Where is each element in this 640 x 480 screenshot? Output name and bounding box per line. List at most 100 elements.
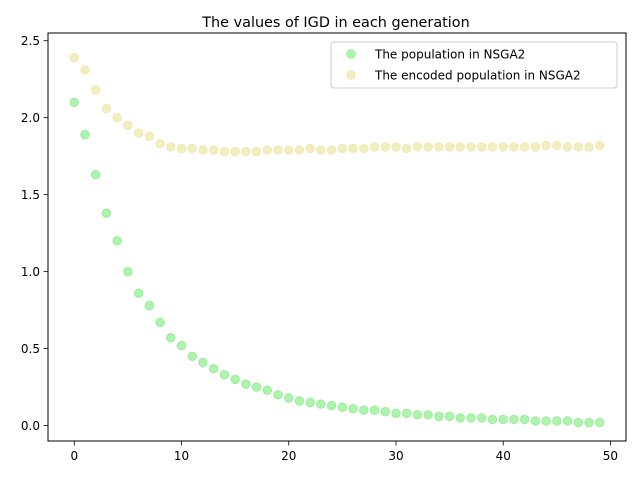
data-point bbox=[412, 410, 423, 420]
data-point bbox=[402, 143, 412, 154]
legend: The population in NSGA2 The encoded popul… bbox=[330, 41, 618, 89]
data-point bbox=[444, 411, 455, 422]
x-axis: 0 10 20 30 40 50 bbox=[70, 441, 618, 463]
data-point bbox=[519, 414, 530, 425]
y-axis: 0.0 0.5 1.0 1.5 2.0 2.5 bbox=[21, 34, 48, 433]
data-point bbox=[294, 145, 305, 155]
data-point bbox=[187, 143, 197, 154]
data-point bbox=[562, 142, 573, 152]
x-tick-label: 20 bbox=[281, 449, 296, 463]
data-point bbox=[112, 236, 122, 246]
data-point bbox=[284, 145, 294, 155]
data-point bbox=[251, 382, 262, 392]
data-point bbox=[305, 143, 315, 154]
data-point bbox=[241, 146, 251, 157]
data-point bbox=[498, 414, 508, 425]
data-point bbox=[144, 300, 155, 311]
data-point bbox=[369, 142, 380, 152]
data-point bbox=[509, 142, 519, 152]
data-point bbox=[584, 142, 594, 152]
data-point bbox=[326, 145, 337, 155]
data-point bbox=[133, 128, 144, 138]
data-point bbox=[487, 414, 498, 425]
data-point bbox=[251, 146, 262, 157]
data-point bbox=[101, 208, 112, 218]
data-point bbox=[562, 416, 573, 426]
data-point bbox=[166, 142, 176, 152]
data-point bbox=[273, 145, 283, 155]
data-point bbox=[348, 403, 358, 414]
y-tick-label: 1.5 bbox=[21, 188, 40, 202]
x-tick-label: 10 bbox=[174, 449, 189, 463]
data-point bbox=[552, 416, 562, 426]
x-tick-label: 0 bbox=[70, 449, 78, 463]
data-point bbox=[198, 145, 208, 155]
data-point bbox=[208, 363, 219, 374]
data-point bbox=[208, 145, 219, 155]
data-point bbox=[326, 400, 337, 411]
data-point bbox=[112, 112, 122, 123]
data-point bbox=[69, 52, 79, 63]
data-point bbox=[466, 142, 476, 152]
data-point bbox=[241, 379, 251, 389]
data-point bbox=[541, 416, 551, 426]
y-tick-label: 0.0 bbox=[21, 419, 40, 433]
chart-title: The values of IGD in each generation bbox=[201, 15, 469, 31]
data-point bbox=[123, 120, 133, 131]
data-point bbox=[284, 393, 294, 403]
x-tick-label: 50 bbox=[603, 449, 618, 463]
y-tick-label: 2.5 bbox=[21, 34, 40, 48]
y-tick-label: 2.0 bbox=[21, 111, 40, 125]
data-point bbox=[80, 65, 90, 75]
data-point bbox=[412, 142, 423, 152]
data-point bbox=[91, 85, 101, 95]
data-point bbox=[294, 396, 305, 406]
data-point bbox=[348, 143, 358, 154]
data-point bbox=[155, 139, 165, 149]
data-point bbox=[487, 142, 498, 152]
data-point bbox=[391, 142, 401, 152]
data-point bbox=[498, 142, 508, 152]
x-tick-label: 40 bbox=[496, 449, 511, 463]
data-point bbox=[423, 410, 433, 420]
data-point bbox=[337, 143, 348, 154]
plot-frame bbox=[47, 32, 627, 442]
data-point bbox=[595, 140, 605, 151]
data-point bbox=[166, 333, 176, 343]
data-point bbox=[316, 399, 326, 409]
legend-label: The population in NSGA2 bbox=[374, 47, 525, 61]
y-tick-label: 0.5 bbox=[21, 342, 40, 356]
data-point bbox=[198, 357, 208, 368]
data-point bbox=[262, 385, 272, 395]
data-point bbox=[273, 390, 283, 400]
data-point bbox=[466, 413, 476, 423]
data-point bbox=[477, 142, 487, 152]
data-point bbox=[552, 140, 562, 151]
data-point bbox=[101, 103, 112, 114]
data-point bbox=[391, 408, 401, 418]
data-point bbox=[133, 288, 144, 298]
data-point bbox=[144, 131, 155, 141]
data-point bbox=[69, 97, 79, 107]
data-point bbox=[187, 351, 197, 362]
data-point bbox=[176, 143, 187, 154]
legend-label: The encoded population in NSGA2 bbox=[374, 68, 581, 82]
data-point bbox=[434, 411, 444, 422]
data-point bbox=[530, 416, 541, 426]
data-point bbox=[380, 407, 390, 417]
data-point bbox=[584, 417, 594, 428]
data-point bbox=[519, 142, 530, 152]
data-point bbox=[477, 413, 487, 423]
data-point bbox=[155, 317, 165, 328]
data-point bbox=[337, 402, 348, 412]
data-point bbox=[380, 142, 390, 152]
data-point bbox=[219, 370, 230, 380]
data-point bbox=[402, 408, 412, 418]
data-point bbox=[359, 143, 369, 154]
data-point bbox=[316, 145, 326, 155]
data-point bbox=[455, 413, 466, 423]
y-tick-label: 1.0 bbox=[21, 265, 40, 279]
data-point bbox=[230, 374, 240, 385]
data-point bbox=[176, 340, 187, 351]
